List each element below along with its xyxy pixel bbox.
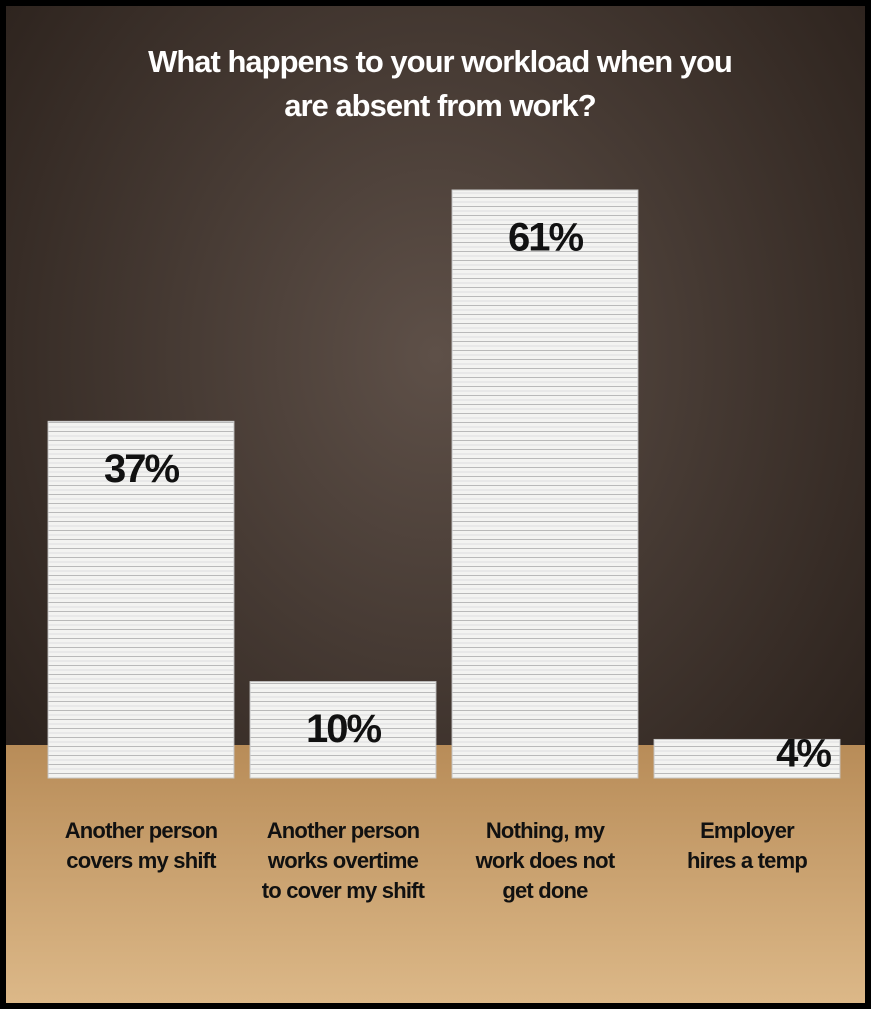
value-label: 4% (776, 732, 831, 776)
x-tick-label: Another person covers my shift (65, 818, 218, 873)
background-floor (6, 745, 865, 1003)
bar (653, 738, 841, 779)
x-tick-label: Nothing, my work does not get done (475, 818, 616, 903)
bar (47, 420, 235, 779)
value-label: 10% (306, 707, 381, 751)
bar (249, 681, 437, 779)
x-tick-label: Another person works overtime to cover my … (262, 818, 426, 903)
x-tick-label: Employer hires a temp (687, 818, 807, 873)
value-label: 37% (104, 447, 179, 491)
bar (451, 189, 639, 779)
value-label: 61% (508, 216, 583, 260)
chart-title: What happens to your workload when you ar… (148, 44, 732, 123)
